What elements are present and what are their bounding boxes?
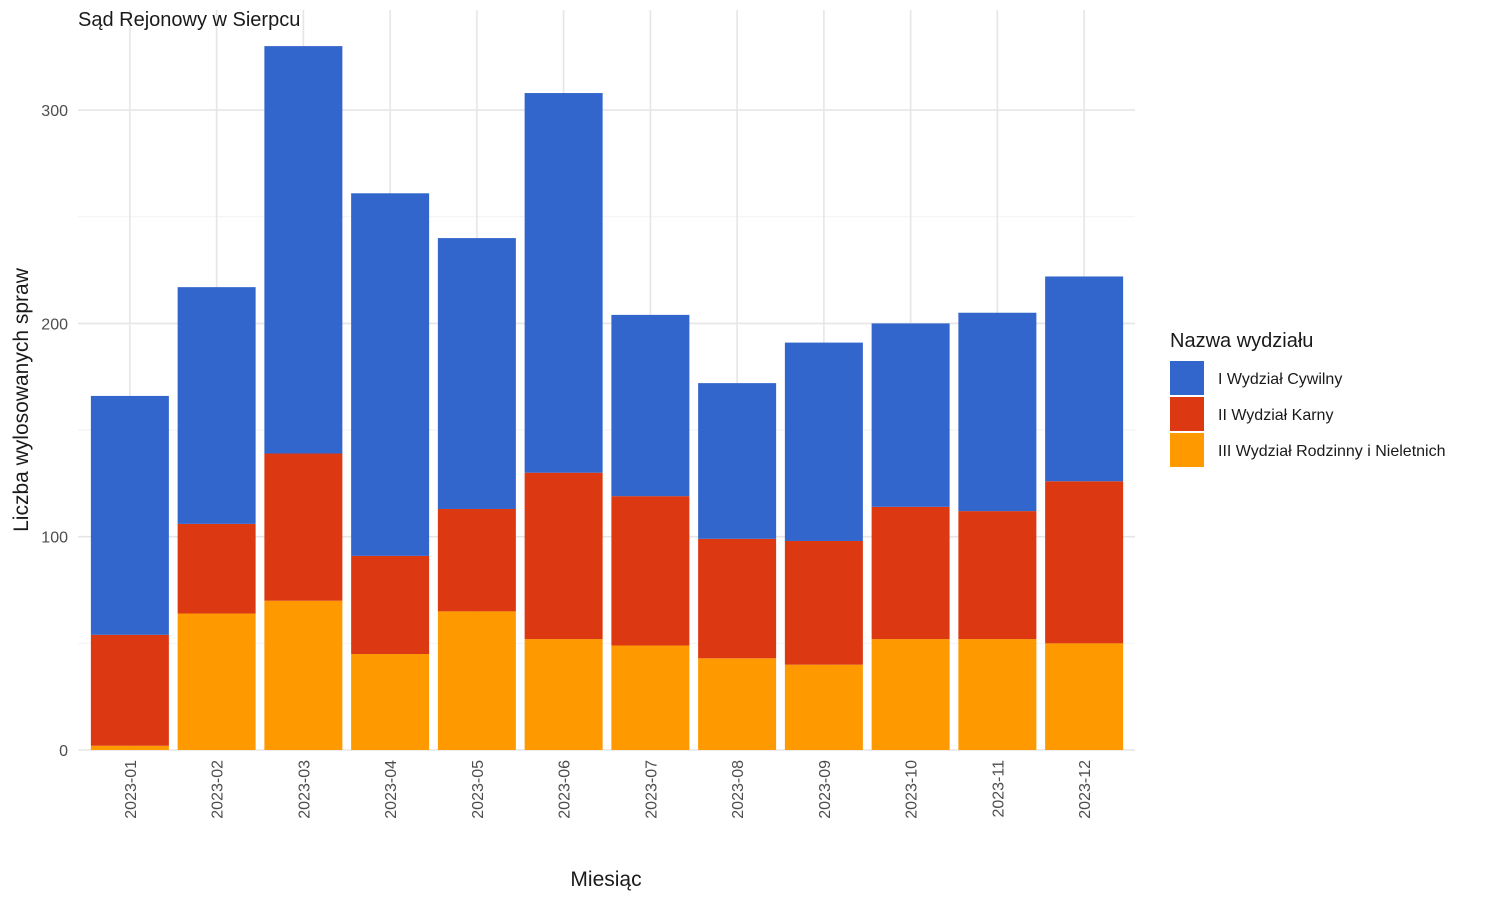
- bar-segment: [611, 645, 690, 750]
- y-tick-label: 200: [41, 316, 68, 333]
- x-tick-label: 2023-09: [817, 760, 834, 819]
- bar-segment: [177, 613, 256, 750]
- legend-items: I Wydział Cywilny II Wydział Karny III Wyd…: [1170, 361, 1446, 467]
- legend-swatch: [1170, 433, 1204, 467]
- x-tick-label: 2023-03: [296, 760, 313, 819]
- y-tick-label: 100: [41, 530, 68, 547]
- bar-segment: [264, 453, 343, 601]
- bar-segment: [524, 93, 603, 473]
- bar-segment: [611, 496, 690, 646]
- bar-segment: [524, 639, 603, 750]
- chart-title: Sąd Rejonowy w Sierpcu: [78, 9, 300, 31]
- bar-segment: [871, 323, 950, 507]
- bar-segment: [784, 664, 863, 750]
- bar-segment: [784, 342, 863, 541]
- bar-segment: [177, 523, 256, 614]
- bar-segment: [437, 611, 516, 750]
- bar-segment: [177, 287, 256, 524]
- bar-segment: [958, 639, 1037, 750]
- bar-segment: [351, 555, 430, 655]
- legend-label: II Wydział Karny: [1218, 407, 1333, 424]
- legend-swatch: [1170, 361, 1204, 395]
- x-tick-label: 2023-10: [904, 760, 921, 819]
- bar-segment: [698, 538, 777, 659]
- x-tick-label: 2023-02: [210, 760, 227, 819]
- bar-segment: [958, 312, 1037, 512]
- bar-segment: [437, 508, 516, 612]
- x-tick-label: 2023-07: [643, 760, 660, 819]
- bar-segment: [90, 745, 169, 750]
- bar-segment: [1045, 481, 1124, 644]
- bar-segment: [1045, 276, 1124, 482]
- x-tick-label: 2023-04: [383, 760, 400, 819]
- bar-segment: [351, 193, 430, 556]
- y-tick-label: 300: [41, 103, 68, 120]
- y-tick-labels: 0 100 200 300: [41, 103, 68, 760]
- bar-segment: [524, 472, 603, 640]
- bar-segment: [871, 506, 950, 640]
- bar-segment: [437, 238, 516, 509]
- x-tick-label: 2023-08: [730, 760, 747, 819]
- bar-segment: [958, 511, 1037, 640]
- bar-segment: [264, 46, 343, 454]
- bar-segment: [698, 658, 777, 750]
- legend-label: I Wydział Cywilny: [1218, 371, 1342, 388]
- bar-segment: [784, 540, 863, 665]
- x-tick-label: 2023-11: [990, 760, 1007, 818]
- x-tick-label: 2023-06: [557, 760, 574, 819]
- bar-segment: [698, 383, 777, 539]
- x-axis-title: Miesiąc: [570, 868, 641, 891]
- bar-segment: [611, 314, 690, 497]
- x-tick-labels: 2023-01 2023-02 2023-03 2023-04 2023-05 2023-…: [123, 760, 1094, 819]
- legend-swatch: [1170, 397, 1204, 431]
- bar-segment: [264, 600, 343, 750]
- bar-segment: [90, 395, 169, 635]
- x-tick-label: 2023-12: [1077, 760, 1094, 819]
- bar-segment: [1045, 643, 1124, 750]
- y-tick-label: 0: [59, 743, 68, 760]
- y-axis-title: Liczba wylosowanych spraw: [10, 267, 33, 532]
- bar-segment: [351, 654, 430, 750]
- legend-label: III Wydział Rodzinny i Nieletnich: [1218, 443, 1446, 460]
- legend: Nazwa wydziału I Wydział Cywilny II Wydzi…: [1170, 330, 1446, 467]
- x-tick-label: 2023-05: [470, 760, 487, 819]
- legend-title: Nazwa wydziału: [1170, 330, 1313, 352]
- x-tick-label: 2023-01: [123, 760, 140, 819]
- bar-segment: [871, 639, 950, 750]
- bar-segment: [90, 634, 169, 746]
- bars: [90, 46, 1124, 750]
